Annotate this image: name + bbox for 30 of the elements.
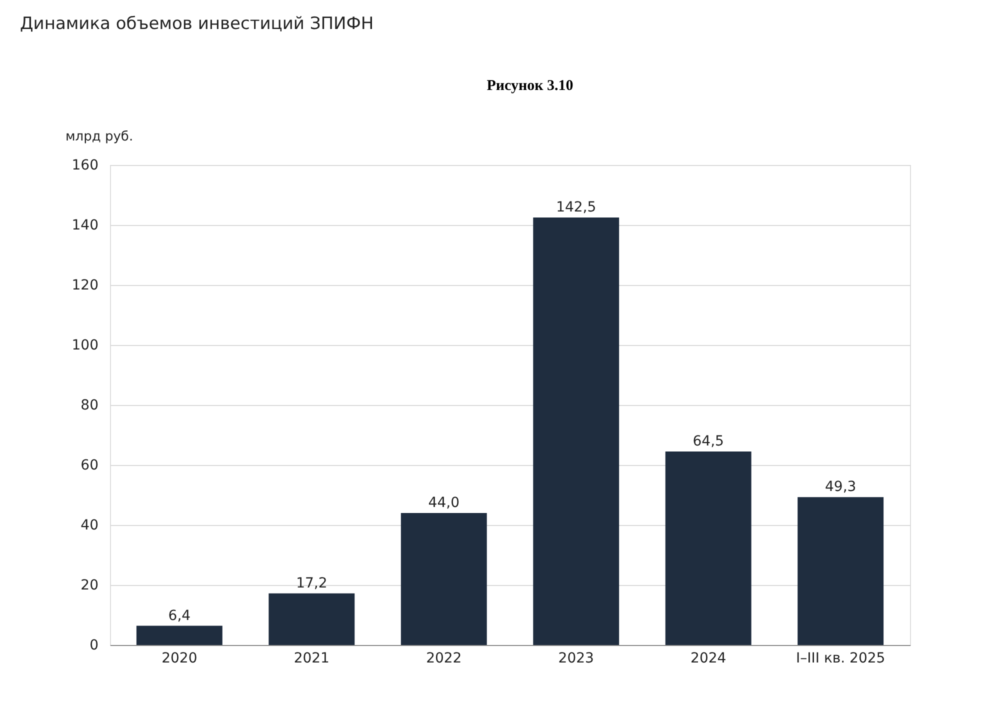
y-tick-label: 120	[72, 278, 98, 294]
x-tick-label: I–III кв. 2025	[796, 650, 886, 666]
x-tick-label: 2023	[558, 650, 594, 666]
bar	[533, 218, 620, 645]
x-tick-label: 2021	[294, 650, 330, 666]
y-tick-label: 100	[72, 338, 98, 354]
bar	[136, 626, 222, 645]
data-label: 6,4	[168, 608, 191, 624]
bar	[400, 513, 487, 645]
x-tick-label: 2024	[690, 650, 726, 666]
data-label: 64,5	[692, 434, 724, 450]
data-label: 49,3	[824, 479, 856, 496]
bar	[268, 593, 355, 645]
data-label: 44,0	[428, 495, 460, 511]
bar	[798, 497, 884, 645]
y-tick-label: 40	[80, 518, 98, 534]
text: Рисунок 3.10	[486, 78, 574, 94]
x-tick-label: 2022	[426, 650, 462, 666]
y-tick-label: 20	[80, 578, 98, 594]
y-tick-label: 80	[80, 398, 98, 414]
data-label: 17,2	[296, 575, 328, 592]
y-tick-label: 60	[80, 458, 98, 474]
y-tick-label: 0	[90, 638, 98, 654]
y-tick-label: 160	[72, 158, 98, 174]
bar	[665, 452, 752, 645]
x-tick-label: 2020	[162, 650, 198, 666]
data-label: 142,5	[556, 200, 596, 216]
y-axis-title: млрд руб.	[66, 130, 134, 144]
y-tick-label: 140	[72, 218, 98, 234]
chart-title: Динамика объемов инвестиций ЗПИФН	[20, 14, 374, 34]
